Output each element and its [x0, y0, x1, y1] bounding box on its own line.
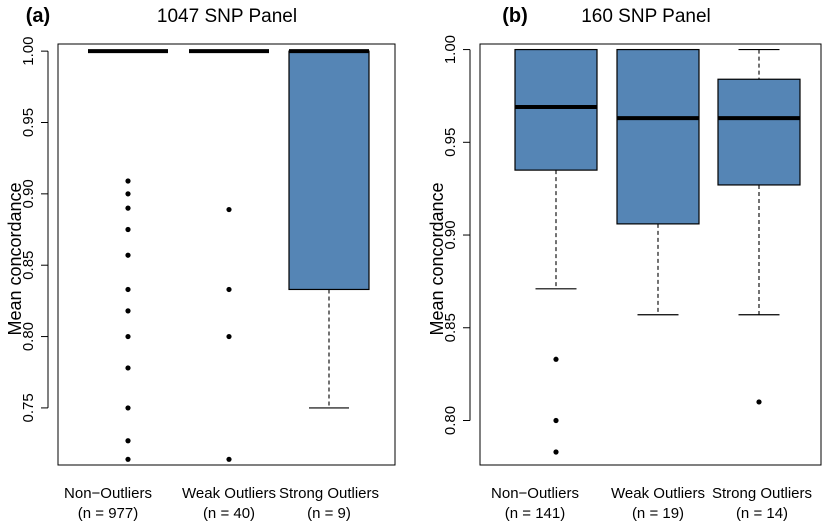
y-tick-label: 0.90	[442, 220, 459, 249]
outlier-point	[125, 438, 131, 444]
count-label: (n = 141)	[505, 505, 565, 522]
outlier-point	[553, 356, 559, 362]
count-label: (n = 19)	[632, 505, 684, 522]
box	[616, 48, 700, 225]
outlier-point	[226, 456, 232, 462]
y-tick-label: 0.95	[20, 108, 37, 137]
count-label: (n = 40)	[203, 505, 255, 522]
outlier-point	[125, 365, 131, 371]
outlier-point	[125, 456, 131, 462]
plot-marks: 0.80 0.85 0.90 0.95 1.00	[442, 35, 822, 466]
outlier-point	[125, 191, 131, 197]
box	[717, 78, 801, 186]
category-label: Non−Outliers	[64, 485, 152, 502]
y-tick-label: 1.00	[20, 37, 37, 66]
outlier-point	[125, 286, 131, 293]
count-label: (n = 9)	[307, 505, 351, 522]
y-axis-title: Mean concordance	[427, 182, 447, 335]
y-tick-label: 0.80	[20, 322, 37, 351]
y-tick-label: 0.90	[20, 179, 37, 208]
y-tick-label: 0.85	[20, 251, 37, 280]
outlier-point	[226, 286, 232, 293]
outlier-point	[553, 417, 559, 424]
y-axis-title: Mean concordance	[5, 182, 25, 335]
plot-marks: 0.75 0.80 0.85 0.90 0.95 1.00	[20, 37, 396, 466]
box	[514, 48, 598, 171]
outlier-point	[756, 399, 762, 405]
panel-title: 1047 SNP Panel	[157, 6, 297, 27]
outlier-point	[125, 333, 131, 340]
outlier-point	[125, 178, 131, 184]
panel-letter: (b)	[502, 5, 528, 27]
panel-title: 160 SNP Panel	[581, 6, 711, 27]
y-tick-label: 0.75	[20, 393, 37, 422]
category-label: Weak Outliers	[611, 485, 705, 502]
outlier-point	[125, 252, 131, 258]
category-label: Non−Outliers	[491, 485, 579, 502]
plot-frame	[57, 43, 396, 466]
category-label: Weak Outliers	[182, 485, 276, 502]
outlier-point	[125, 405, 131, 411]
box	[288, 50, 370, 291]
outlier-point	[226, 206, 232, 213]
plot-frame	[479, 43, 822, 466]
count-label: (n = 977)	[78, 505, 138, 522]
panel-letter: (a)	[26, 5, 50, 27]
outlier-point	[125, 205, 131, 211]
y-tick-label: 1.00	[442, 35, 459, 64]
y-tick-label: 0.85	[442, 313, 459, 342]
outlier-point	[553, 449, 559, 455]
panel-b: (b) 160 SNP Panel Mean concordance Non−O…	[427, 5, 822, 522]
category-label: Strong Outliers	[712, 485, 812, 502]
panel-a: (a) 1047 SNP Panel Mean concordance Non−…	[5, 5, 396, 522]
y-tick-label: 0.80	[442, 406, 459, 435]
category-label: Strong Outliers	[279, 485, 379, 502]
outlier-point	[125, 226, 131, 233]
outlier-point	[226, 333, 232, 340]
outlier-point	[125, 308, 131, 314]
y-tick-label: 0.95	[442, 128, 459, 157]
count-label: (n = 14)	[736, 505, 788, 522]
